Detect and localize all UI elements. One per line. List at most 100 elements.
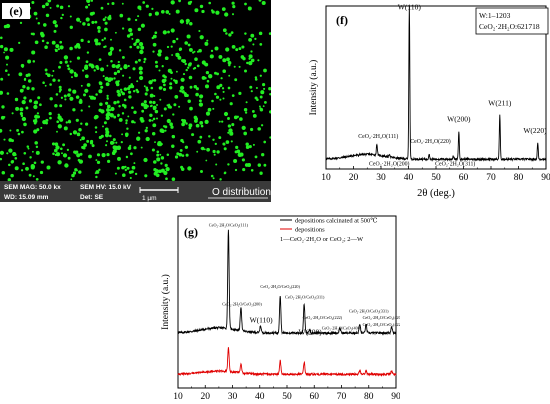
o-signal-dot <box>214 92 217 96</box>
o-signal-dot <box>175 70 178 73</box>
o-signal-dot <box>214 142 217 146</box>
x-tick-label: 80 <box>364 392 374 402</box>
o-signal-dot <box>111 151 116 155</box>
o-signal-dot <box>113 71 118 76</box>
o-signal-dot <box>162 30 167 35</box>
scale-bar-label: 1 µm <box>142 195 157 202</box>
o-signal-dot <box>68 88 72 92</box>
o-signal-dot <box>118 49 122 52</box>
o-signal-dot <box>31 150 34 153</box>
o-signal-dot <box>248 54 253 59</box>
o-signal-dot <box>154 141 156 144</box>
o-signal-dot <box>3 138 6 141</box>
o-signal-dot <box>260 124 264 127</box>
o-signal-dot <box>35 177 39 181</box>
o-signal-dot <box>231 1 235 5</box>
o-signal-dot <box>95 41 99 46</box>
o-signal-dot <box>166 153 170 157</box>
chart-f-svg: 10 20 30 40 50 60 70 80 90 W(110) W(200) W(211) W(2… <box>308 2 550 199</box>
o-signal-dot <box>136 136 141 141</box>
o-signal-dot <box>134 41 138 44</box>
o-signal-dot <box>189 22 193 26</box>
o-signal-dot <box>264 101 267 104</box>
xrd-chart-f: 10 20 30 40 50 60 70 80 90 W(110) W(200) W(211) W(2… <box>286 0 550 202</box>
o-signal-dot <box>25 73 29 78</box>
o-signal-dot <box>105 101 109 105</box>
o-signal-dot <box>189 106 193 111</box>
o-signal-dot <box>171 54 174 56</box>
o-signal-dot <box>230 31 234 34</box>
sem-caption: O distribution <box>212 187 271 198</box>
legend-calcinated: depositions calcinated at 500℃ <box>295 217 378 225</box>
o-signal-dot <box>248 145 252 149</box>
o-signal-dot <box>17 132 21 136</box>
o-signal-dot <box>109 50 113 54</box>
o-signal-dot <box>98 81 103 86</box>
o-signal-dot <box>67 156 71 160</box>
o-signal-dot <box>116 89 120 94</box>
o-signal-dot <box>72 108 76 112</box>
x-tick-label: 20 <box>349 173 359 183</box>
o-signal-dot <box>178 47 183 51</box>
o-signal-dot <box>162 80 165 83</box>
o-signal-dot <box>156 150 160 154</box>
o-signal-dot <box>152 42 157 47</box>
o-signal-dot <box>25 166 29 171</box>
o-signal-dot <box>136 45 140 49</box>
o-signal-dot <box>245 142 249 146</box>
o-signal-dot <box>92 96 97 100</box>
o-signal-dot <box>39 170 44 175</box>
o-signal-dot <box>79 138 82 141</box>
o-signal-dot <box>24 77 27 80</box>
peak-annotation: CeO₂·2H₂O(111) <box>358 133 398 140</box>
o-signal-dot <box>4 69 8 73</box>
o-signal-dot <box>243 131 248 136</box>
o-signal-dot <box>131 120 135 124</box>
o-signal-dot <box>51 40 56 45</box>
o-signal-dot <box>219 83 223 87</box>
o-signal-dot <box>37 96 41 100</box>
o-signal-dot <box>62 153 68 158</box>
o-signal-dot <box>214 46 219 51</box>
o-signal-dot <box>156 153 160 157</box>
o-signal-dot <box>33 104 38 110</box>
o-signal-dot <box>204 84 210 89</box>
o-signal-dot <box>222 69 226 73</box>
o-signal-dot <box>53 29 57 33</box>
o-signal-dot <box>239 152 244 157</box>
o-signal-dot <box>42 81 45 84</box>
o-signal-dot <box>134 18 138 22</box>
o-signal-dot <box>23 96 27 100</box>
o-signal-dot <box>195 92 199 97</box>
o-signal-dot <box>59 40 63 44</box>
o-signal-dot <box>268 87 271 91</box>
o-signal-dot <box>180 77 185 82</box>
o-signal-dot <box>114 31 117 34</box>
o-signal-dot <box>79 98 82 102</box>
o-signal-dot <box>41 39 45 43</box>
o-signal-dot <box>192 67 195 70</box>
o-signal-dot <box>54 48 57 51</box>
o-signal-dot <box>193 84 198 89</box>
o-signal-dot <box>85 60 89 64</box>
o-signal-dot <box>235 48 239 52</box>
o-signal-dot <box>164 163 168 167</box>
o-signal-dot <box>78 128 82 132</box>
o-signal-dot <box>16 128 20 132</box>
o-signal-dot <box>170 0 175 5</box>
o-signal-dot <box>26 86 30 90</box>
o-signal-dot <box>100 6 104 10</box>
o-signal-dot <box>62 143 66 147</box>
o-signal-dot <box>178 105 181 108</box>
o-signal-dot <box>117 115 120 118</box>
o-signal-dot <box>109 77 114 81</box>
o-signal-dot <box>69 25 73 29</box>
o-signal-dot <box>196 150 199 153</box>
o-signal-dot <box>98 108 102 112</box>
o-signal-dot <box>51 142 56 146</box>
o-signal-dot <box>199 94 204 99</box>
o-signal-dot <box>241 45 245 49</box>
o-signal-dot <box>185 21 189 25</box>
o-signal-dot <box>71 173 75 178</box>
o-signal-dot <box>139 70 143 75</box>
